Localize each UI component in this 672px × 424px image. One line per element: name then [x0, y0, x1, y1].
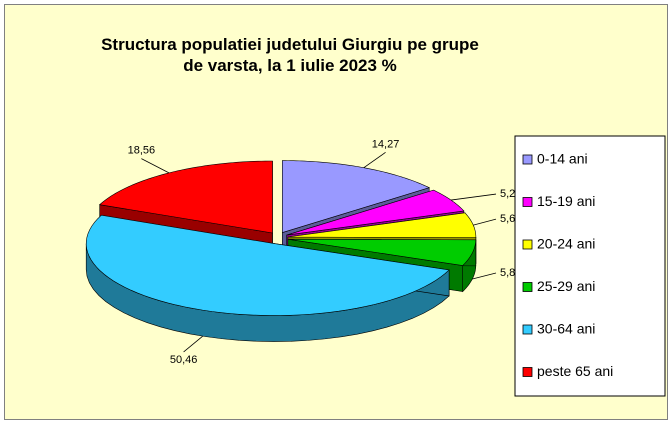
chart-title: Structura populatiei judetului Giurgiu p…	[101, 35, 479, 75]
pie-tops	[85, 160, 477, 316]
data-label: 50,46	[170, 354, 198, 366]
legend-label: peste 65 ani	[537, 363, 613, 379]
data-label: 14,27	[372, 138, 400, 150]
slice	[287, 212, 477, 239]
leader-line	[183, 335, 203, 353]
legend: 0-14 ani 15-19 ani 20-24 ani 25-29 ani 30-64…	[514, 135, 666, 397]
leader-line	[473, 218, 497, 226]
slice	[85, 214, 450, 316]
slice	[287, 238, 477, 266]
legend-label: 15-19 ani	[537, 193, 595, 209]
data-label: 18,56	[128, 145, 156, 157]
legend-swatch	[522, 239, 533, 250]
legend-swatch	[522, 154, 533, 165]
legend-box	[514, 135, 666, 397]
leader-line	[472, 272, 497, 280]
leader-line	[450, 193, 497, 201]
legend-label: 30-64 ani	[537, 321, 595, 337]
leader-line	[141, 158, 170, 174]
legend-label: 25-29 ani	[537, 278, 595, 294]
legend-label: 0-14 ani	[537, 151, 588, 167]
slice	[98, 160, 273, 234]
slice	[282, 160, 431, 233]
leader-line	[363, 152, 386, 169]
legend-swatch	[522, 367, 533, 377]
legend-swatch	[522, 324, 533, 335]
legend-label: 20-24 ani	[537, 236, 595, 252]
legend-swatch	[522, 197, 533, 207]
legend-swatch	[522, 282, 533, 292]
